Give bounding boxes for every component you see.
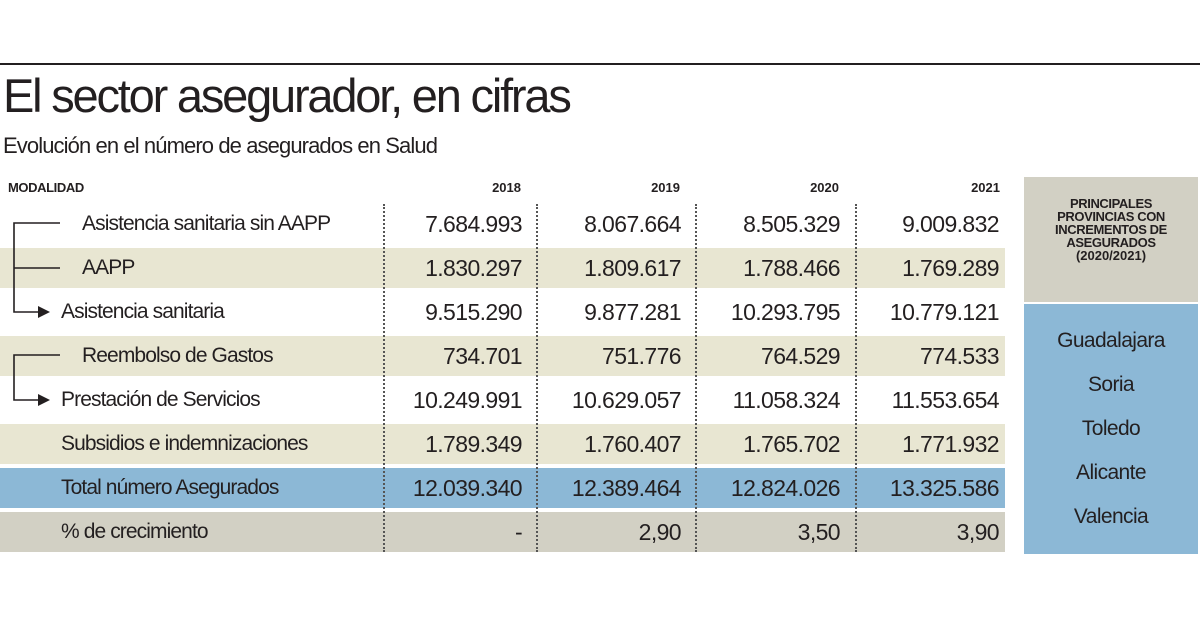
provinces-list: Guadalajara Soria Toledo Alicante Valenc… — [1024, 304, 1198, 554]
header-year-2020: 2020 — [810, 180, 839, 195]
cell-2020: 3,50 — [797, 519, 841, 545]
cell-2019: 10.629.057 — [571, 387, 682, 413]
page-title: El sector asegurador, en cifras — [3, 69, 572, 122]
table-header: MODALIDAD 2018 2019 2020 2021 — [0, 176, 1005, 200]
cell-2018: 10.249.991 — [412, 387, 523, 413]
column-divider — [536, 204, 538, 552]
column-divider — [383, 204, 385, 552]
cell-2020: 1.765.702 — [743, 431, 841, 457]
table-row: AAPP 1.830.297 1.809.617 1.788.466 1.769… — [0, 248, 1005, 288]
table-row-growth: % de crecimiento - 2,90 3,50 3,90 — [0, 512, 1005, 552]
province-item: Valencia — [1073, 505, 1149, 528]
cell-2018: 1.830.297 — [425, 255, 523, 281]
cell-2021: 774.533 — [920, 343, 1000, 369]
cell-2020: 10.293.795 — [730, 299, 841, 325]
cell-2020: 8.505.329 — [743, 211, 841, 237]
cell-2021: 3,90 — [956, 519, 1000, 545]
cell-2019: 12.389.464 — [571, 475, 682, 501]
cell-2021: 1.771.932 — [902, 431, 1000, 457]
header-year-2019: 2019 — [651, 180, 680, 195]
provinces-header: Principales provincias con incrementos d… — [1024, 177, 1198, 302]
row-label: Prestación de Servicios — [61, 388, 261, 411]
table-row: Reembolso de Gastos 734.701 751.776 764.… — [0, 336, 1005, 376]
cell-2018: 12.039.340 — [412, 475, 523, 501]
cell-2020: 11.058.324 — [732, 387, 841, 413]
page-subtitle: Evolución en el número de asegurados en … — [3, 133, 438, 158]
cell-2019: 1.760.407 — [584, 431, 682, 457]
table-row-total: Total número Asegurados 12.039.340 12.38… — [0, 468, 1005, 508]
cell-2020: 1.788.466 — [743, 255, 841, 281]
province-item: Soria — [1087, 373, 1135, 396]
cell-2019: 8.067.664 — [584, 211, 682, 237]
cell-2018: - — [514, 519, 523, 545]
cell-2020: 764.529 — [761, 343, 841, 369]
cell-2018: 734.701 — [443, 343, 523, 369]
row-label: Subsidios e indemnizaciones — [61, 432, 308, 455]
top-rule — [0, 63, 1200, 65]
header-year-2021: 2021 — [971, 180, 1000, 195]
row-label: Asistencia sanitaria sin AAPP — [82, 212, 331, 235]
row-label: Asistencia sanitaria — [61, 300, 225, 323]
province-item: Toledo — [1081, 417, 1141, 440]
cell-2019: 2,90 — [638, 519, 682, 545]
cell-2019: 1.809.617 — [584, 255, 682, 281]
header-modalidad: MODALIDAD — [8, 180, 84, 195]
cell-2021: 11.553.654 — [891, 387, 1000, 413]
row-label: Total número Asegurados — [61, 476, 279, 499]
provinces-period: (2020/2021) — [1075, 248, 1147, 263]
row-label: Reembolso de Gastos — [82, 344, 274, 367]
column-divider — [855, 204, 857, 552]
cell-2021: 10.779.121 — [889, 299, 1000, 325]
province-item: Guadalajara — [1057, 329, 1165, 352]
cell-2021: 13.325.586 — [889, 475, 1000, 501]
provinces-title: Principales provincias con incrementos d… — [1055, 196, 1167, 250]
cell-2020: 12.824.026 — [730, 475, 841, 501]
table-row: Subsidios e indemnizaciones 1.789.349 1.… — [0, 424, 1005, 464]
cell-2018: 1.789.349 — [425, 431, 523, 457]
cell-2021: 1.769.289 — [902, 255, 1000, 281]
table-row: Asistencia sanitaria 9.515.290 9.877.281… — [0, 292, 1005, 332]
cell-2018: 7.684.993 — [425, 211, 523, 237]
table-row: Asistencia sanitaria sin AAPP 7.684.993 … — [0, 204, 1005, 244]
cell-2019: 9.877.281 — [584, 299, 682, 325]
cell-2018: 9.515.290 — [425, 299, 523, 325]
row-label: % de crecimiento — [61, 520, 209, 543]
column-divider — [695, 204, 697, 552]
table-row: Prestación de Servicios 10.249.991 10.62… — [0, 380, 1005, 420]
header-year-2018: 2018 — [492, 180, 521, 195]
cell-2021: 9.009.832 — [902, 211, 1000, 237]
cell-2019: 751.776 — [602, 343, 682, 369]
province-item: Alicante — [1076, 461, 1147, 484]
row-label: AAPP — [82, 256, 135, 279]
